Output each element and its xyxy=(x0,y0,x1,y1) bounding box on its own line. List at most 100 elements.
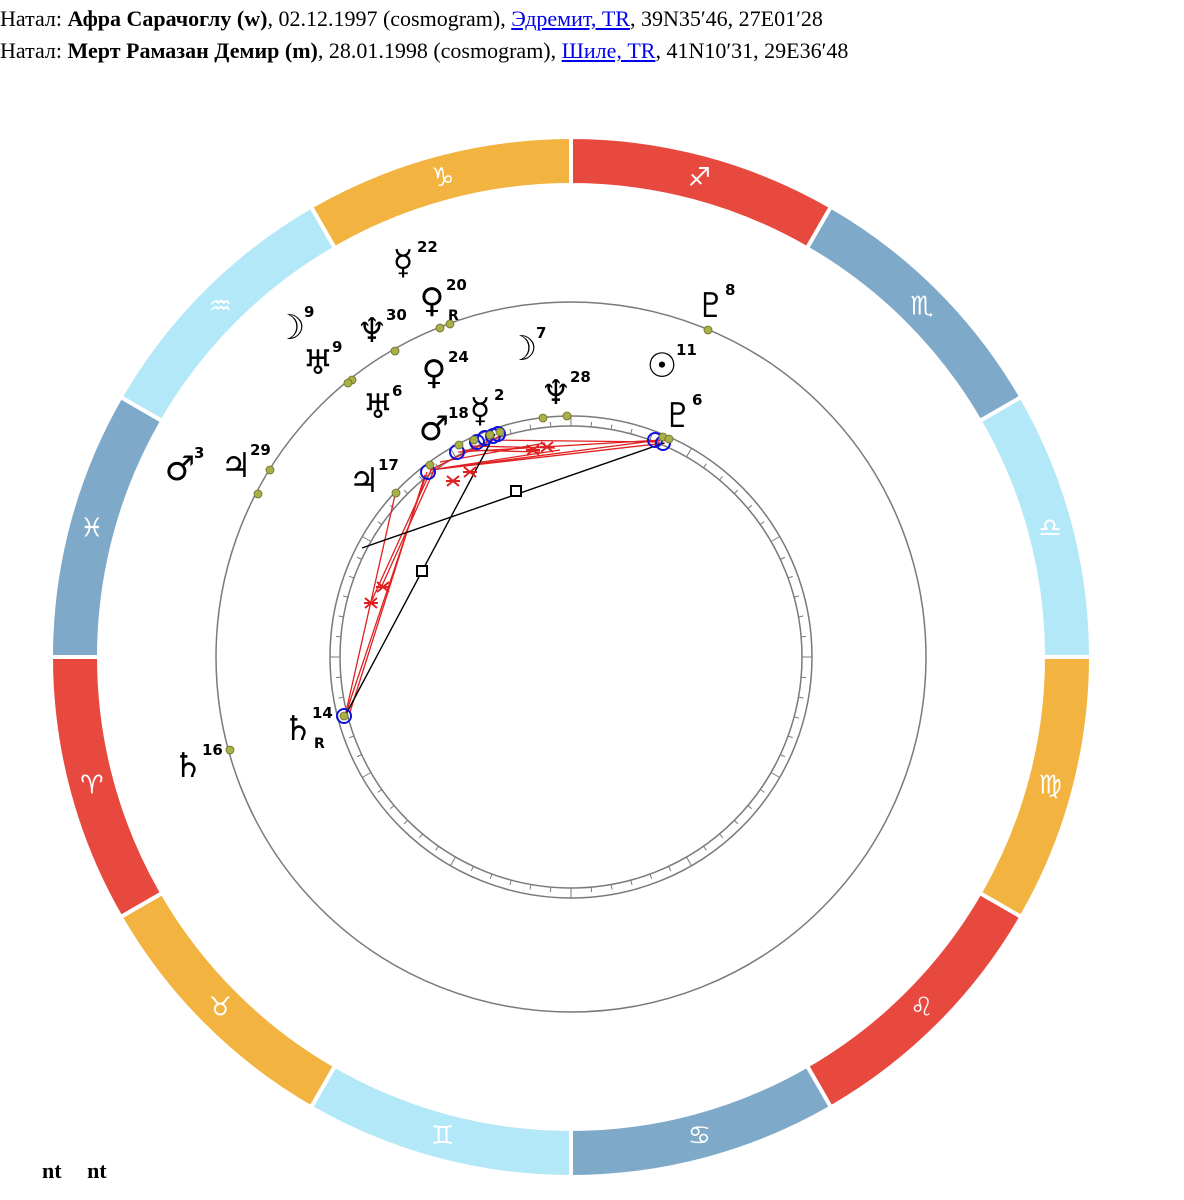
inner-planet-venus: ♀ 24 xyxy=(422,348,469,393)
planet-dot xyxy=(664,434,674,444)
planet-dot xyxy=(339,711,349,721)
uranus-icon: ♅ xyxy=(303,343,333,383)
tick xyxy=(747,504,753,509)
tick xyxy=(798,615,804,618)
mars-icon: ♂ xyxy=(419,409,449,449)
aspect-line-red xyxy=(349,474,426,713)
gemini-icon: ♊ xyxy=(431,1121,454,1151)
person1-prefix: Натал: xyxy=(0,6,63,31)
person2-date: , 28.01.1998 (cosmogram), xyxy=(317,38,562,63)
moon-icon: ☽ xyxy=(507,329,537,369)
cancer-icon: ♋ xyxy=(688,1121,711,1151)
person1-header: Натал: Афра Сарачоглу (w), 02.12.1997 (c… xyxy=(0,6,823,32)
person1-place-link[interactable]: Эдремит, TR xyxy=(511,6,630,31)
outer-planet-uranus: ♅9 xyxy=(303,338,343,383)
planet-dot xyxy=(253,489,263,499)
outer-planet-sun: ☉11 xyxy=(647,341,697,386)
venus-degree: 20 xyxy=(446,276,467,294)
inner-planet-saturn: ♄14 R xyxy=(283,704,333,752)
moon-degree: 9 xyxy=(304,303,314,321)
scorpio-icon: ♏ xyxy=(910,291,933,321)
mercury-degree: 2 xyxy=(494,386,504,404)
jupiter-icon: ♃ xyxy=(349,461,379,501)
inner-planet-moon: ☽7 xyxy=(507,324,547,369)
tick xyxy=(362,536,372,542)
tick xyxy=(733,819,739,825)
tick xyxy=(686,856,692,866)
tick xyxy=(349,575,355,579)
inner-planet-pluto: ♇6 xyxy=(663,391,703,436)
tick xyxy=(770,536,780,542)
person1-date: , 02.12.1997 (cosmogram), xyxy=(267,6,512,31)
zodiac-segment-aries xyxy=(48,655,165,920)
sesquisquare-aspect-icon xyxy=(364,597,378,609)
pluto-icon: ♇ xyxy=(663,396,693,436)
moon-degree: 7 xyxy=(536,324,546,342)
conjunction-aspect-icon xyxy=(469,434,485,450)
tick xyxy=(509,428,512,435)
aspect-line-red xyxy=(379,467,436,591)
aspect-line-red xyxy=(484,439,661,443)
sesquisquare-aspect-icon xyxy=(446,475,460,487)
mercury-degree: 22 xyxy=(417,238,438,256)
saturn-degree: 14 xyxy=(312,704,333,722)
libra-icon: ♎ xyxy=(1038,514,1061,544)
mars-icon: ♂ xyxy=(165,449,195,489)
venus-icon: ♀ xyxy=(420,281,445,321)
sesquisquare-aspect-icon xyxy=(463,466,477,478)
person1-coords: , 39N35′46, 27E01′28 xyxy=(629,6,823,31)
person2-place-link[interactable]: Шиле, TR xyxy=(561,38,656,63)
footer-left: nt xyxy=(42,1158,62,1183)
person2-header: Натал: Мерт Рамазан Демир (m), 28.01.199… xyxy=(0,38,848,64)
square-aspect-icon xyxy=(510,485,522,497)
footer: nt nt xyxy=(42,1158,127,1184)
person2-name: Мерт Рамазан Демир (m) xyxy=(67,38,318,63)
outer-planet-mars: ♂3 xyxy=(165,444,205,489)
tick xyxy=(770,772,780,778)
sun-degree: 11 xyxy=(676,341,697,359)
neptune-degree: 28 xyxy=(570,368,591,386)
planet-dot xyxy=(485,430,495,440)
tick xyxy=(733,489,739,495)
planet-dot xyxy=(538,413,548,423)
person2-prefix: Натал: xyxy=(0,38,63,63)
tick xyxy=(703,463,707,469)
tick xyxy=(649,435,653,441)
neptune-icon: ♆ xyxy=(357,311,387,351)
planet-dot xyxy=(425,460,435,470)
pluto-degree: 8 xyxy=(725,281,735,299)
outer-planet-saturn: ♄16 xyxy=(173,741,223,786)
sesquisquare-aspect-icon xyxy=(540,441,554,453)
pisces-icon: ♓ xyxy=(80,514,103,544)
outer-planet-mercury: ☿ 22 xyxy=(393,238,438,283)
planet-glyphs: ☿ 22♀ 20R☽9 ♆30♅9♇8☉11♂3 ♃29♄16☽7♀ 24♅6♂18 ☿ 2 ♆… xyxy=(165,238,736,786)
mars-degree: 18 xyxy=(448,404,469,422)
planet-dot xyxy=(445,319,455,329)
aspect-line-red xyxy=(429,439,661,471)
outer-planet-jupiter: ♃29 xyxy=(221,441,271,486)
planet-dot xyxy=(390,346,400,356)
tick xyxy=(529,884,532,890)
tick xyxy=(338,696,344,699)
moon-icon: ☽ xyxy=(275,308,305,348)
tick xyxy=(435,463,439,469)
square-aspect-icon xyxy=(416,565,428,577)
tick xyxy=(470,866,474,872)
mercury-icon: ☿ xyxy=(470,391,491,431)
tick xyxy=(338,615,344,618)
tick xyxy=(759,521,765,525)
tick xyxy=(780,754,786,758)
aries-icon: ♈ xyxy=(80,770,103,800)
neptune-degree: 30 xyxy=(386,306,407,324)
tick xyxy=(489,873,493,879)
saturn-icon: ♄ xyxy=(173,746,203,786)
inner-planet-circle xyxy=(329,415,813,899)
planet-dots xyxy=(225,319,713,755)
tick xyxy=(793,716,800,719)
aquarius-icon: ♒ xyxy=(209,291,232,321)
tick xyxy=(403,489,409,495)
inner-planet-jupiter: ♃17 xyxy=(349,456,399,501)
planet-dot xyxy=(435,323,445,333)
saturn-icon: ♄ xyxy=(283,709,313,749)
person1-name: Афра Сарачоглу (w) xyxy=(67,6,268,31)
